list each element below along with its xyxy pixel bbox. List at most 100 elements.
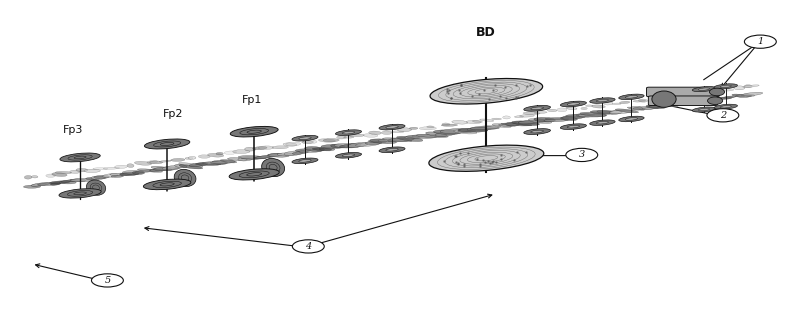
Ellipse shape bbox=[567, 103, 580, 105]
Ellipse shape bbox=[562, 115, 586, 120]
Circle shape bbox=[744, 35, 776, 48]
Ellipse shape bbox=[102, 173, 118, 177]
Ellipse shape bbox=[720, 106, 731, 108]
Ellipse shape bbox=[681, 100, 695, 103]
Ellipse shape bbox=[335, 153, 362, 158]
Ellipse shape bbox=[134, 169, 158, 173]
Ellipse shape bbox=[188, 157, 196, 159]
Ellipse shape bbox=[32, 184, 41, 186]
Ellipse shape bbox=[272, 146, 289, 149]
Ellipse shape bbox=[642, 106, 664, 110]
Ellipse shape bbox=[321, 145, 343, 149]
Ellipse shape bbox=[111, 175, 123, 177]
Ellipse shape bbox=[442, 123, 450, 126]
Ellipse shape bbox=[127, 164, 134, 167]
Ellipse shape bbox=[714, 84, 738, 89]
Ellipse shape bbox=[305, 147, 325, 152]
Ellipse shape bbox=[304, 140, 317, 144]
Ellipse shape bbox=[692, 107, 716, 112]
Ellipse shape bbox=[151, 166, 172, 170]
Ellipse shape bbox=[355, 142, 380, 147]
Ellipse shape bbox=[369, 131, 382, 135]
Ellipse shape bbox=[286, 142, 301, 146]
Ellipse shape bbox=[467, 126, 495, 131]
Ellipse shape bbox=[732, 94, 745, 97]
Ellipse shape bbox=[689, 100, 699, 103]
Ellipse shape bbox=[284, 151, 302, 156]
Ellipse shape bbox=[50, 181, 70, 184]
Ellipse shape bbox=[267, 153, 282, 157]
Ellipse shape bbox=[703, 90, 711, 92]
Ellipse shape bbox=[544, 119, 569, 122]
Ellipse shape bbox=[560, 117, 578, 121]
Ellipse shape bbox=[323, 139, 339, 142]
Ellipse shape bbox=[70, 179, 86, 182]
Ellipse shape bbox=[560, 101, 586, 107]
Ellipse shape bbox=[744, 85, 752, 88]
Ellipse shape bbox=[530, 130, 543, 133]
Ellipse shape bbox=[690, 92, 699, 95]
Ellipse shape bbox=[61, 179, 79, 182]
Ellipse shape bbox=[212, 161, 227, 165]
Ellipse shape bbox=[524, 106, 550, 111]
Ellipse shape bbox=[227, 158, 247, 161]
Ellipse shape bbox=[718, 88, 734, 91]
Ellipse shape bbox=[110, 173, 132, 175]
Ellipse shape bbox=[170, 159, 185, 162]
Ellipse shape bbox=[442, 124, 458, 126]
Ellipse shape bbox=[295, 149, 311, 152]
Ellipse shape bbox=[506, 122, 519, 126]
Ellipse shape bbox=[342, 131, 354, 134]
Ellipse shape bbox=[319, 147, 335, 151]
Ellipse shape bbox=[292, 158, 318, 164]
Ellipse shape bbox=[189, 163, 208, 166]
Ellipse shape bbox=[207, 153, 224, 157]
Circle shape bbox=[707, 109, 739, 122]
Ellipse shape bbox=[159, 160, 171, 162]
Ellipse shape bbox=[546, 118, 569, 120]
Ellipse shape bbox=[370, 139, 397, 144]
Ellipse shape bbox=[581, 107, 587, 110]
Ellipse shape bbox=[347, 143, 368, 148]
Ellipse shape bbox=[618, 116, 644, 122]
Ellipse shape bbox=[337, 136, 346, 139]
Ellipse shape bbox=[610, 111, 622, 114]
Ellipse shape bbox=[93, 168, 108, 169]
Ellipse shape bbox=[292, 136, 318, 141]
Ellipse shape bbox=[216, 153, 223, 155]
Ellipse shape bbox=[633, 100, 646, 102]
Ellipse shape bbox=[426, 132, 447, 137]
Ellipse shape bbox=[742, 85, 759, 88]
Ellipse shape bbox=[646, 105, 666, 109]
Ellipse shape bbox=[434, 130, 461, 135]
Ellipse shape bbox=[502, 116, 510, 119]
Ellipse shape bbox=[178, 163, 203, 167]
Ellipse shape bbox=[498, 124, 514, 126]
Ellipse shape bbox=[179, 165, 202, 169]
Ellipse shape bbox=[666, 94, 676, 97]
Ellipse shape bbox=[633, 106, 660, 110]
Ellipse shape bbox=[268, 154, 289, 157]
Ellipse shape bbox=[114, 165, 127, 168]
Ellipse shape bbox=[734, 86, 745, 90]
Ellipse shape bbox=[692, 91, 700, 93]
Ellipse shape bbox=[258, 146, 274, 150]
Ellipse shape bbox=[230, 127, 278, 137]
Ellipse shape bbox=[50, 182, 61, 185]
Ellipse shape bbox=[652, 97, 662, 100]
Ellipse shape bbox=[597, 111, 619, 114]
Ellipse shape bbox=[335, 130, 362, 136]
Ellipse shape bbox=[210, 161, 235, 164]
Ellipse shape bbox=[318, 139, 335, 142]
Ellipse shape bbox=[150, 161, 162, 164]
Ellipse shape bbox=[86, 180, 106, 195]
FancyBboxPatch shape bbox=[648, 96, 718, 106]
Ellipse shape bbox=[386, 149, 398, 151]
Ellipse shape bbox=[122, 170, 143, 174]
Ellipse shape bbox=[378, 138, 406, 142]
Ellipse shape bbox=[610, 110, 633, 114]
Ellipse shape bbox=[627, 107, 645, 110]
Ellipse shape bbox=[426, 126, 434, 128]
Ellipse shape bbox=[692, 87, 716, 92]
Ellipse shape bbox=[528, 119, 552, 124]
